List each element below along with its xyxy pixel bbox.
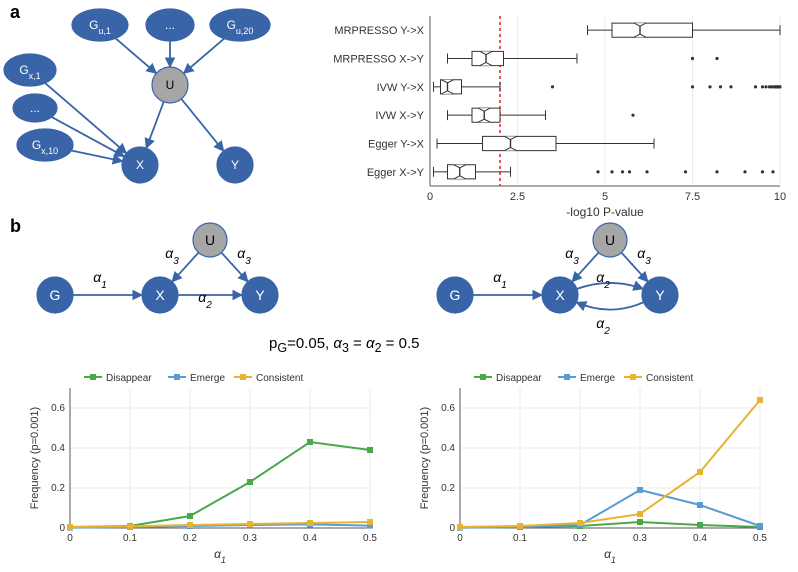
svg-text:10: 10 (774, 191, 786, 203)
svg-text:0.4: 0.4 (693, 533, 707, 544)
svg-text:Frequency (p=0.001): Frequency (p=0.001) (419, 407, 431, 509)
svg-text:α1: α1 (93, 269, 107, 291)
svg-layer: Gu,1...Gu,20Gx,1...Gx,10UXY02.557.510MRP… (0, 0, 798, 572)
svg-text:α2: α2 (198, 289, 212, 311)
svg-text:α1: α1 (493, 269, 507, 291)
svg-text:U: U (605, 232, 615, 248)
svg-text:Emerge: Emerge (580, 373, 615, 384)
svg-text:Disappear: Disappear (496, 373, 542, 384)
svg-text:0.2: 0.2 (573, 533, 587, 544)
svg-text:X: X (155, 287, 165, 303)
svg-text:X: X (555, 287, 565, 303)
svg-text:Y: Y (655, 287, 665, 303)
svg-text:Frequency (p=0.001): Frequency (p=0.001) (29, 407, 41, 509)
svg-text:α3: α3 (165, 245, 179, 267)
svg-text:Egger Y->X: Egger Y->X (368, 139, 425, 151)
svg-text:0: 0 (457, 533, 463, 544)
svg-text:α3: α3 (565, 245, 579, 267)
svg-text:2.5: 2.5 (510, 191, 525, 203)
svg-text:IVW Y->X: IVW Y->X (377, 82, 425, 94)
svg-text:Emerge: Emerge (190, 373, 225, 384)
svg-text:7.5: 7.5 (685, 191, 700, 203)
svg-text:α2: α2 (596, 269, 610, 291)
svg-text:0.4: 0.4 (441, 443, 455, 454)
svg-text:Disappear: Disappear (106, 373, 152, 384)
svg-text:0: 0 (67, 533, 73, 544)
svg-text:Y: Y (255, 287, 265, 303)
svg-text:0: 0 (449, 523, 455, 534)
svg-text:0.5: 0.5 (363, 533, 377, 544)
svg-text:G: G (50, 287, 61, 303)
svg-text:Consistent: Consistent (646, 373, 693, 384)
svg-text:Egger X->Y: Egger X->Y (367, 167, 425, 179)
svg-text:0.4: 0.4 (303, 533, 317, 544)
svg-text:G: G (450, 287, 461, 303)
svg-text:X: X (136, 158, 144, 172)
svg-text:0.5: 0.5 (753, 533, 767, 544)
svg-text:0.3: 0.3 (633, 533, 647, 544)
svg-text:MRPRESSO Y->X: MRPRESSO Y->X (334, 25, 424, 37)
svg-text:Consistent: Consistent (256, 373, 303, 384)
panel-b-caption: pG=0.05, α3 = α2 = 0.5 (269, 335, 419, 355)
svg-text:0: 0 (427, 191, 433, 203)
svg-text:α2: α2 (596, 315, 610, 337)
svg-text:MRPRESSO X->Y: MRPRESSO X->Y (333, 54, 424, 66)
figure-root: a b Gu,1...Gu,20Gx,1...Gx,10UXY02.557.51… (0, 0, 798, 572)
svg-text:0.2: 0.2 (441, 483, 455, 494)
svg-text:0.3: 0.3 (243, 533, 257, 544)
svg-text:-log10 P-value: -log10 P-value (566, 205, 644, 219)
svg-text:0.1: 0.1 (513, 533, 527, 544)
svg-text:0.2: 0.2 (51, 483, 65, 494)
svg-text:α3: α3 (237, 245, 251, 267)
svg-text:Y: Y (231, 158, 239, 172)
svg-text:U: U (166, 78, 175, 92)
svg-text:...: ... (165, 18, 175, 32)
svg-text:0.2: 0.2 (183, 533, 197, 544)
svg-text:0.4: 0.4 (51, 443, 65, 454)
svg-text:α1: α1 (604, 547, 616, 565)
svg-text:...: ... (30, 101, 40, 115)
svg-text:α1: α1 (214, 547, 226, 565)
svg-text:α3: α3 (637, 245, 651, 267)
svg-text:5: 5 (602, 191, 608, 203)
svg-text:0.1: 0.1 (123, 533, 137, 544)
svg-text:0: 0 (59, 523, 65, 534)
svg-text:0.6: 0.6 (51, 403, 65, 414)
svg-text:0.6: 0.6 (441, 403, 455, 414)
svg-text:U: U (205, 232, 215, 248)
svg-text:IVW X->Y: IVW X->Y (375, 110, 424, 122)
